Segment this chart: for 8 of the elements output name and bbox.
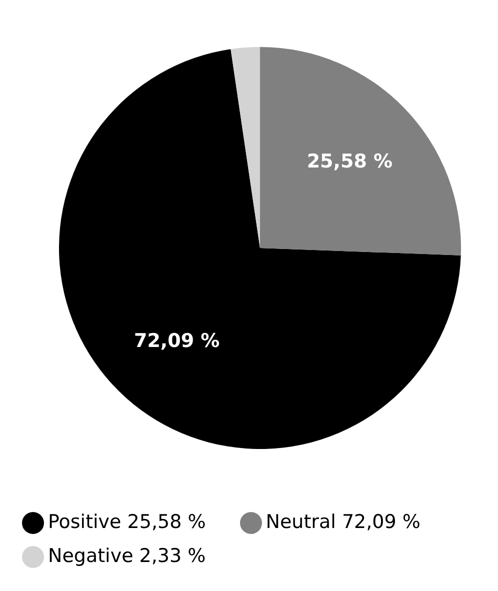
data-label: 72,09 % — [134, 330, 220, 352]
pie-slice — [59, 49, 461, 449]
pie-slice — [260, 47, 461, 256]
pie-slice — [230, 47, 260, 248]
legend-label: Positive 25,58 % — [48, 511, 206, 533]
legend-label: Negative 2,33 % — [48, 545, 206, 567]
legend-label: Neutral 72,09 % — [266, 511, 420, 533]
data-label: 25,58 % — [306, 150, 393, 172]
